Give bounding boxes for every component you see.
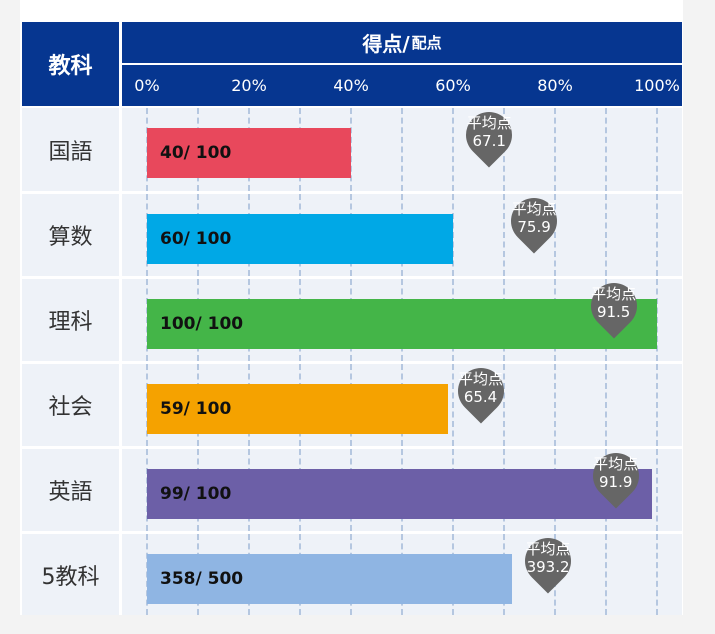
gridline (656, 534, 658, 615)
subject-label: 英語 (22, 449, 119, 531)
score-bar: 100/ 100 (147, 299, 657, 349)
gridline (605, 108, 607, 191)
score-label: 99/ 100 (160, 484, 232, 504)
header-score-label: 得点/ (362, 32, 410, 56)
score-label: 100/ 100 (160, 314, 244, 334)
subject-label: 算数 (22, 194, 119, 276)
plot-row: 358/ 500 平均点 393.2 (122, 528, 682, 615)
gridline (656, 364, 658, 446)
gridline (554, 108, 556, 191)
score-bar: 60/ 100 (147, 214, 453, 264)
average-label: 平均点 67.1 (449, 114, 529, 150)
gridline (452, 364, 454, 446)
average-label: 平均点 393.2 (508, 540, 588, 576)
gridline (401, 108, 403, 191)
plot-row: 40/ 100 平均点 67.1 (122, 102, 682, 191)
gridline (350, 108, 352, 191)
plot-row: 60/ 100 平均点 75.9 (122, 188, 682, 276)
average-title: 平均点 (511, 200, 557, 218)
average-title: 平均点 (466, 114, 512, 132)
x-tick-label: 100% (634, 76, 680, 95)
score-label: 358/ 500 (160, 569, 244, 589)
average-label: 平均点 75.9 (494, 200, 574, 236)
score-bar: 358/ 500 (147, 554, 513, 604)
x-tick-label: 60% (435, 76, 471, 95)
score-label: 60/ 100 (160, 229, 232, 249)
gridline (605, 534, 607, 615)
plot-row: 100/ 100 平均点 91.5 (122, 273, 682, 361)
subject-label: 5教科 (22, 534, 119, 615)
score-label: 59/ 100 (160, 399, 232, 419)
subject-label: 国語 (22, 108, 119, 191)
gridline (554, 194, 556, 276)
gridline (656, 194, 658, 276)
x-tick-label: 0% (134, 76, 160, 95)
gridline (554, 364, 556, 446)
average-value: 67.1 (472, 132, 506, 150)
x-axis-ticks: 0% 20% 40% 60% 80% 100% (122, 65, 682, 106)
average-title: 平均点 (525, 540, 571, 558)
average-label: 平均点 91.9 (576, 455, 656, 491)
score-bar: 40/ 100 (147, 128, 351, 178)
plot-row: 59/ 100 平均点 65.4 (122, 358, 682, 446)
gridline (605, 194, 607, 276)
score-bar: 59/ 100 (147, 384, 448, 434)
average-value: 75.9 (517, 218, 551, 236)
average-title: 平均点 (591, 285, 637, 303)
average-value: 65.4 (463, 388, 498, 406)
gridline (656, 449, 658, 531)
average-title: 平均点 (458, 370, 504, 388)
subject-label: 社会 (22, 364, 119, 446)
gridline (656, 108, 658, 191)
x-tick-label: 20% (231, 76, 267, 95)
gridline (656, 279, 658, 361)
average-label: 平均点 91.5 (574, 285, 654, 321)
average-title: 平均点 (593, 455, 639, 473)
gridline (605, 364, 607, 446)
x-tick-label: 80% (537, 76, 573, 95)
header-max-label: 配点 (411, 34, 442, 52)
average-value: 91.5 (596, 303, 631, 321)
score-label: 40/ 100 (160, 143, 232, 163)
score-bar: 99/ 100 (147, 469, 652, 519)
gridline (503, 364, 505, 446)
gridline (503, 194, 505, 276)
x-tick-label: 40% (333, 76, 369, 95)
average-value: 91.9 (598, 473, 633, 491)
average-value: 393.2 (526, 558, 570, 576)
subject-label: 理科 (22, 279, 119, 361)
plot-row: 99/ 100 平均点 91.9 (122, 443, 682, 531)
gridline (452, 194, 454, 276)
header-score: 得点/配点 (122, 22, 682, 63)
average-label: 平均点 65.4 (441, 370, 521, 406)
gridline (452, 108, 454, 191)
header-subject: 教科 (22, 22, 119, 106)
